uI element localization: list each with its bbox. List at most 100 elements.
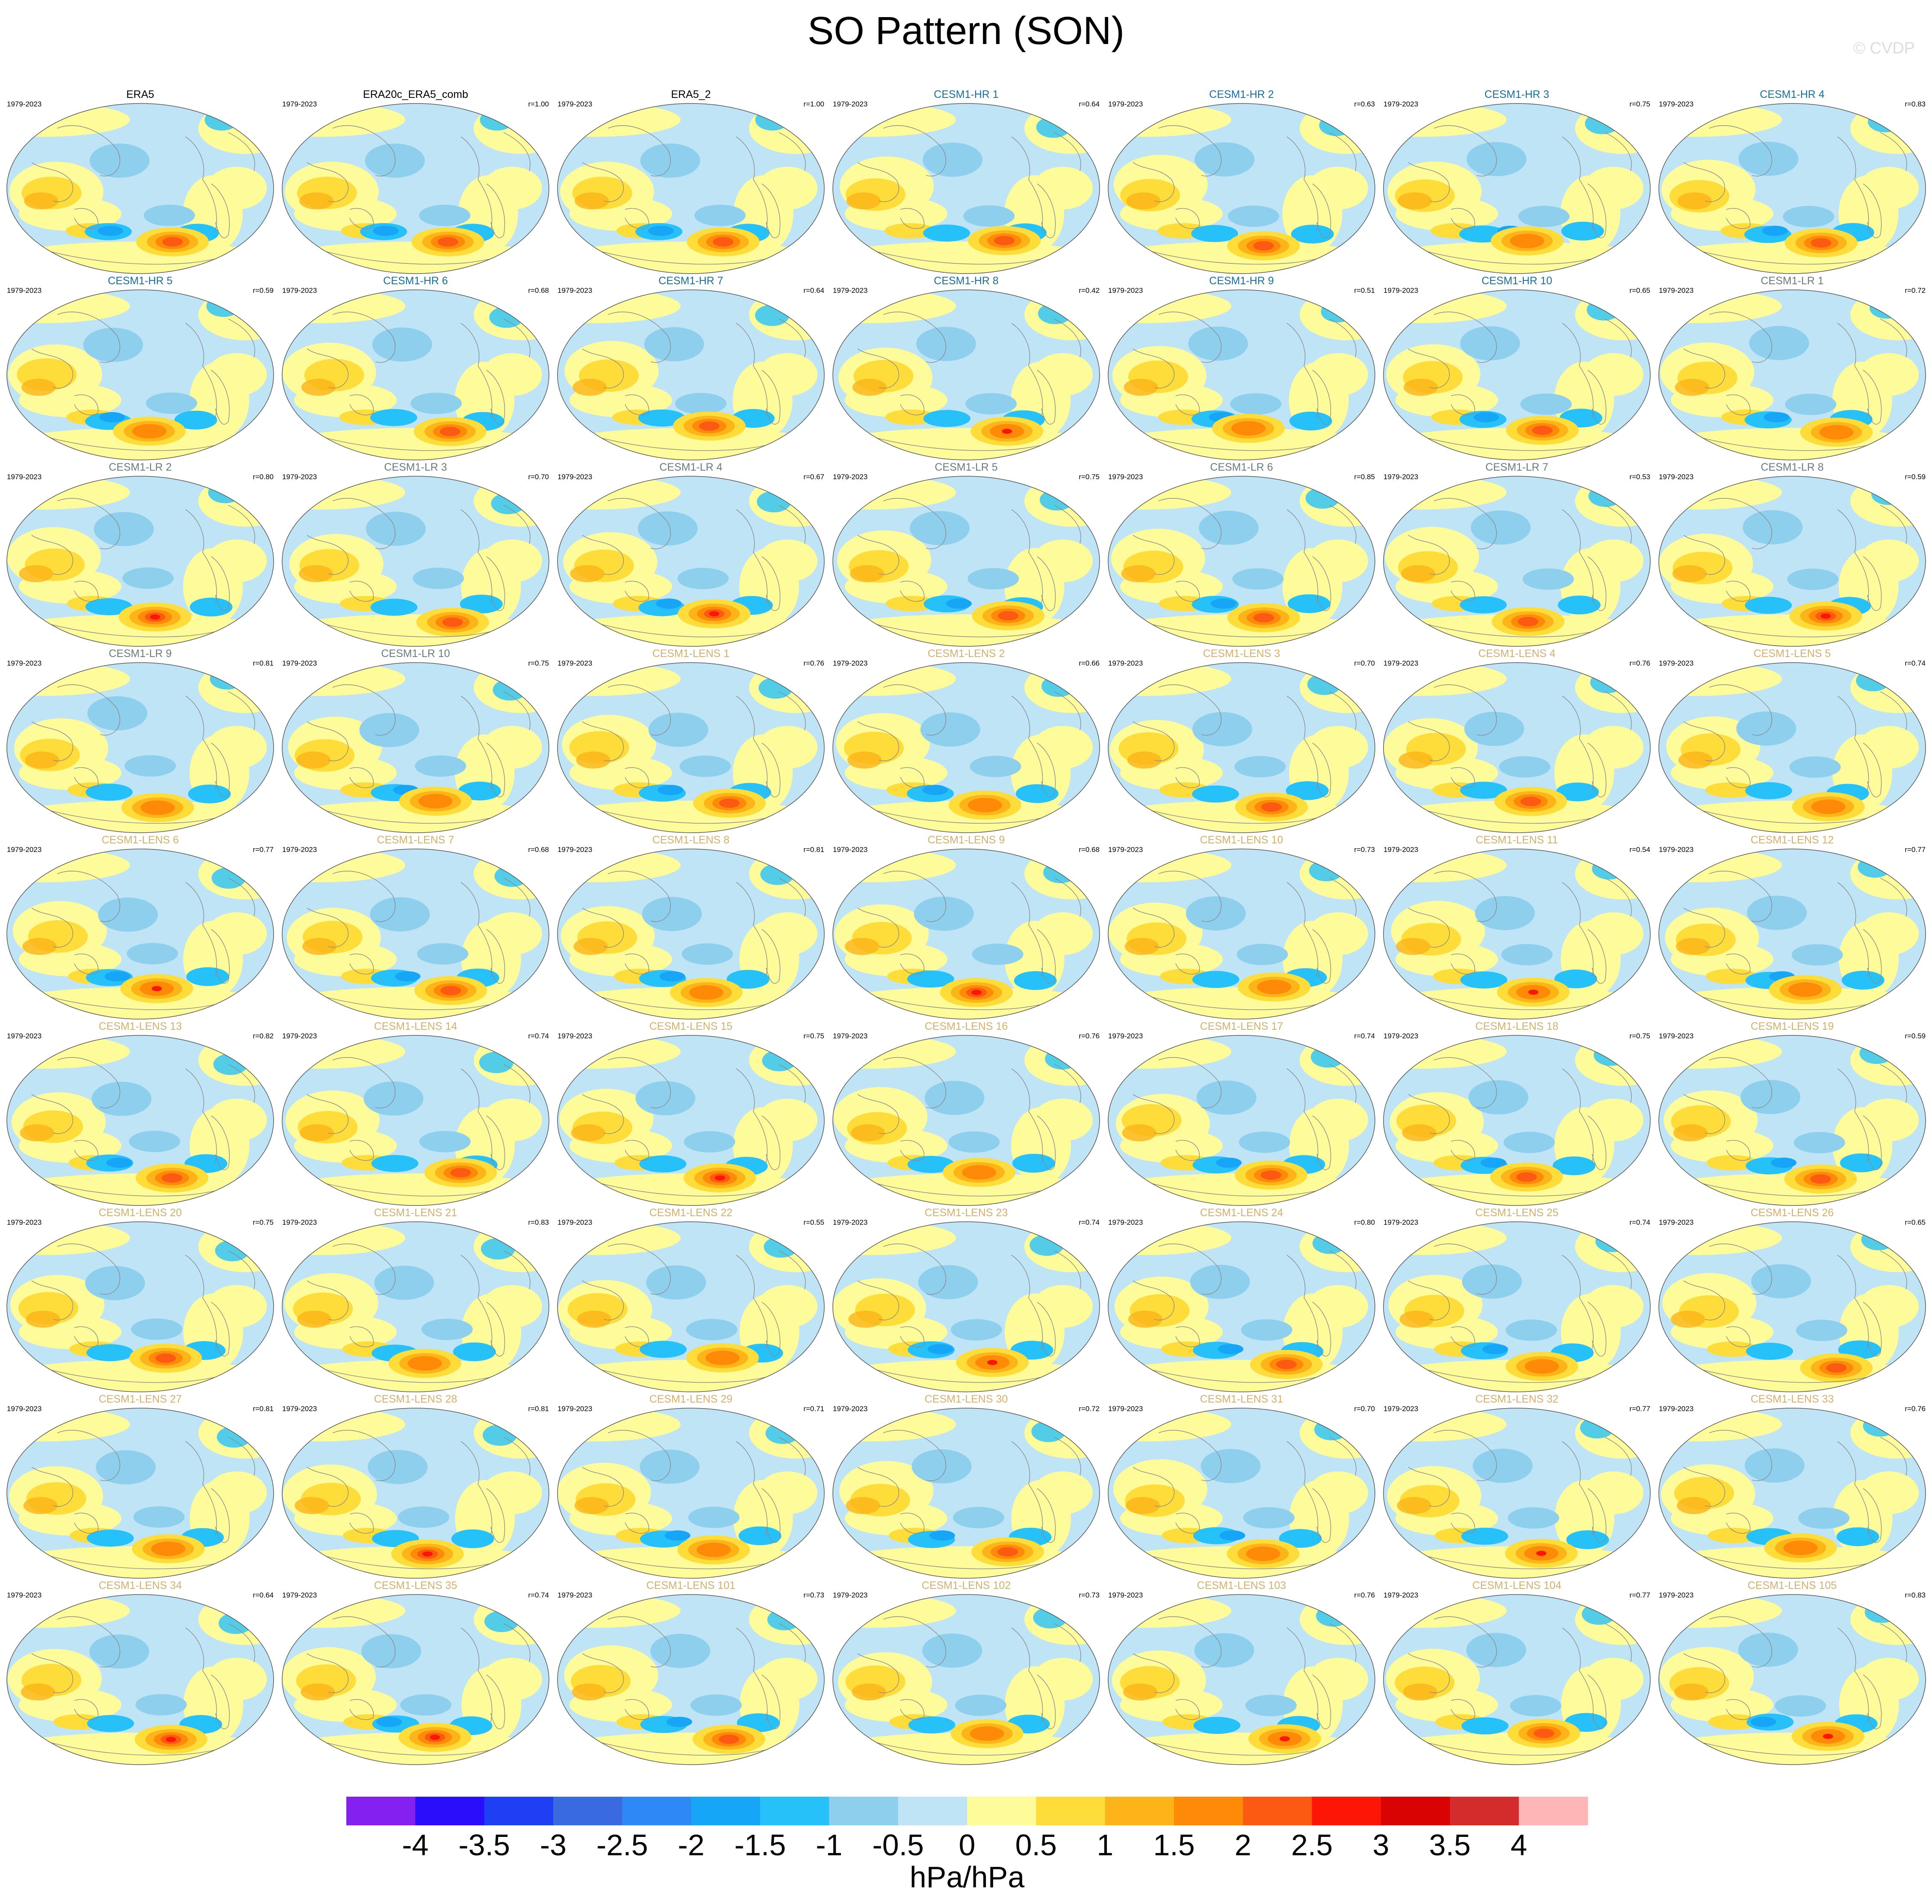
panel-correlation: r=0.54	[1629, 846, 1650, 854]
panel-period: 1979-2023	[282, 1032, 317, 1040]
panel-period: 1979-2023	[7, 846, 42, 854]
panel-period: 1979-2023	[557, 1591, 593, 1599]
map-panel: CESM1-LENS 7 1979-2023 r=0.68	[278, 834, 553, 1020]
panel-period: 1979-2023	[7, 473, 42, 481]
panel-title: CESM1-LENS 14	[374, 1020, 457, 1032]
panel-title: CESM1-LENS 5	[1753, 648, 1831, 660]
panel-title: CESM1-LENS 104	[1472, 1580, 1562, 1592]
panel-correlation: r=0.70	[1354, 659, 1375, 667]
map-panel: CESM1-LENS 104 1979-2023 r=0.77	[1379, 1579, 1655, 1765]
panel-correlation: r=0.74	[1629, 1218, 1650, 1226]
panel-title: CESM1-LENS 11	[1475, 834, 1558, 846]
colorbar-tick-label: -1	[816, 1828, 842, 1862]
map-panel: CESM1-LENS 5 1979-2023 r=0.74	[1655, 647, 1930, 834]
globe-map	[1108, 103, 1375, 274]
panel-period: 1979-2023	[1108, 1591, 1143, 1599]
map-panel: CESM1-LENS 23 1979-2023 r=0.74	[829, 1206, 1104, 1393]
map-panel: CESM1-LENS 14 1979-2023 r=0.74	[278, 1020, 553, 1206]
panel-title: CESM1-LENS 105	[1747, 1580, 1837, 1592]
globe-map	[1383, 289, 1651, 460]
map-panel: CESM1-LENS 102 1979-2023 r=0.73	[829, 1579, 1104, 1765]
panel-title: CESM1-LENS 4	[1478, 648, 1556, 660]
globe-map	[1658, 476, 1926, 647]
map-panel: CESM1-LENS 16 1979-2023 r=0.76	[829, 1020, 1104, 1206]
colorbar-tick-label: 3.5	[1429, 1828, 1471, 1862]
panel-period: 1979-2023	[1108, 1218, 1143, 1226]
map-panel: CESM1-HR 3 1979-2023 r=0.75	[1379, 88, 1655, 274]
map-panel: CESM1-LENS 1 1979-2023 r=0.76	[553, 647, 829, 834]
panel-correlation: r=0.42	[1079, 286, 1100, 295]
panel-title: CESM1-LR 4	[659, 461, 723, 473]
panel-title: CESM1-LENS 102	[921, 1580, 1011, 1592]
panel-period: 1979-2023	[7, 659, 42, 667]
map-panel: CESM1-LR 2 1979-2023 r=0.80	[3, 461, 278, 647]
panel-title: CESM1-LENS 22	[649, 1207, 733, 1219]
panel-period: 1979-2023	[1659, 659, 1694, 667]
panel-period: 1979-2023	[833, 659, 868, 667]
panel-title: CESM1-LENS 27	[98, 1393, 182, 1405]
globe-map	[1658, 1221, 1926, 1392]
panel-period: 1979-2023	[833, 1218, 868, 1226]
panel-correlation: r=0.77	[1629, 1405, 1650, 1413]
panel-period: 1979-2023	[282, 1218, 317, 1226]
globe-map	[282, 662, 549, 833]
globe-map	[1108, 1594, 1375, 1765]
panel-title: CESM1-LR 1	[1761, 275, 1824, 287]
panel-correlation: r=0.74	[528, 1032, 549, 1040]
globe-map	[6, 1035, 274, 1206]
panel-correlation: r=0.51	[1354, 286, 1375, 295]
colorbar-tick-label: 0	[959, 1828, 976, 1862]
panel-title: CESM1-LENS 103	[1197, 1580, 1286, 1592]
globe-map	[1383, 1408, 1651, 1579]
panel-period: 1979-2023	[282, 1591, 317, 1599]
globe-map	[1383, 849, 1651, 1020]
panel-period: 1979-2023	[282, 1405, 317, 1413]
map-panel: CESM1-LENS 29 1979-2023 r=0.71	[553, 1393, 829, 1579]
panel-title: CESM1-HR 5	[108, 275, 173, 287]
globe-map	[1383, 476, 1651, 647]
panel-period: 1979-2023	[7, 1405, 42, 1413]
panel-title: CESM1-LENS 24	[1200, 1207, 1283, 1219]
panel-correlation: r=0.74	[1079, 1218, 1100, 1226]
panel-title: CESM1-LENS 7	[377, 834, 454, 846]
globe-map	[282, 1035, 549, 1206]
panel-title: CESM1-LENS 31	[1200, 1393, 1283, 1405]
globe-map	[282, 103, 549, 274]
globe-map	[832, 103, 1100, 274]
panel-period: 1979-2023	[833, 846, 868, 854]
map-panel: CESM1-HR 9 1979-2023 r=0.51	[1104, 274, 1379, 461]
colorbar-swatch	[1036, 1797, 1106, 1825]
map-panel: CESM1-LENS 101 1979-2023 r=0.73	[553, 1579, 829, 1765]
panel-title: CESM1-LENS 12	[1750, 834, 1834, 846]
panel-title: CESM1-LR 5	[935, 461, 998, 473]
colorbar-tick-label: 1	[1097, 1828, 1113, 1862]
map-panel: CESM1-LENS 105 1979-2023 r=0.83	[1655, 1579, 1930, 1765]
panel-title: CESM1-LENS 10	[1200, 834, 1283, 846]
globe-map	[6, 1221, 274, 1392]
globe-map	[6, 662, 274, 833]
panel-title: CESM1-LENS 18	[1475, 1020, 1559, 1032]
map-panel: CESM1-HR 7 1979-2023 r=0.64	[553, 274, 829, 461]
panel-correlation: r=0.75	[253, 1218, 274, 1226]
colorbar-tick-label: 4	[1510, 1828, 1527, 1862]
map-panel: CESM1-LENS 8 1979-2023 r=0.81	[553, 834, 829, 1020]
panel-title: CESM1-HR 8	[934, 275, 999, 287]
map-panel: CESM1-LENS 32 1979-2023 r=0.77	[1379, 1393, 1655, 1579]
panel-title: CESM1-LR 3	[384, 461, 447, 473]
colorbar-swatch	[1450, 1797, 1519, 1825]
panel-period: 1979-2023	[833, 1591, 868, 1599]
map-panel: CESM1-LENS 27 1979-2023 r=0.81	[3, 1393, 278, 1579]
page-title: SO Pattern (SON)	[807, 9, 1125, 53]
globe-map	[832, 476, 1100, 647]
map-panel: CESM1-LENS 35 1979-2023 r=0.74	[278, 1579, 553, 1765]
colorbar-tick-label: -3.5	[458, 1828, 510, 1862]
globe-map	[1658, 103, 1926, 274]
colorbar-tick-label: 1.5	[1153, 1828, 1195, 1862]
map-panel: CESM1-LENS 28 1979-2023 r=0.81	[278, 1393, 553, 1579]
colorbar-swatch	[1519, 1797, 1588, 1825]
panel-period: 1979-2023	[833, 1405, 868, 1413]
panel-correlation: r=0.67	[803, 473, 824, 481]
panel-period: 1979-2023	[1659, 1218, 1694, 1226]
globe-map	[282, 849, 549, 1020]
panel-correlation: r=0.75	[1629, 100, 1650, 108]
